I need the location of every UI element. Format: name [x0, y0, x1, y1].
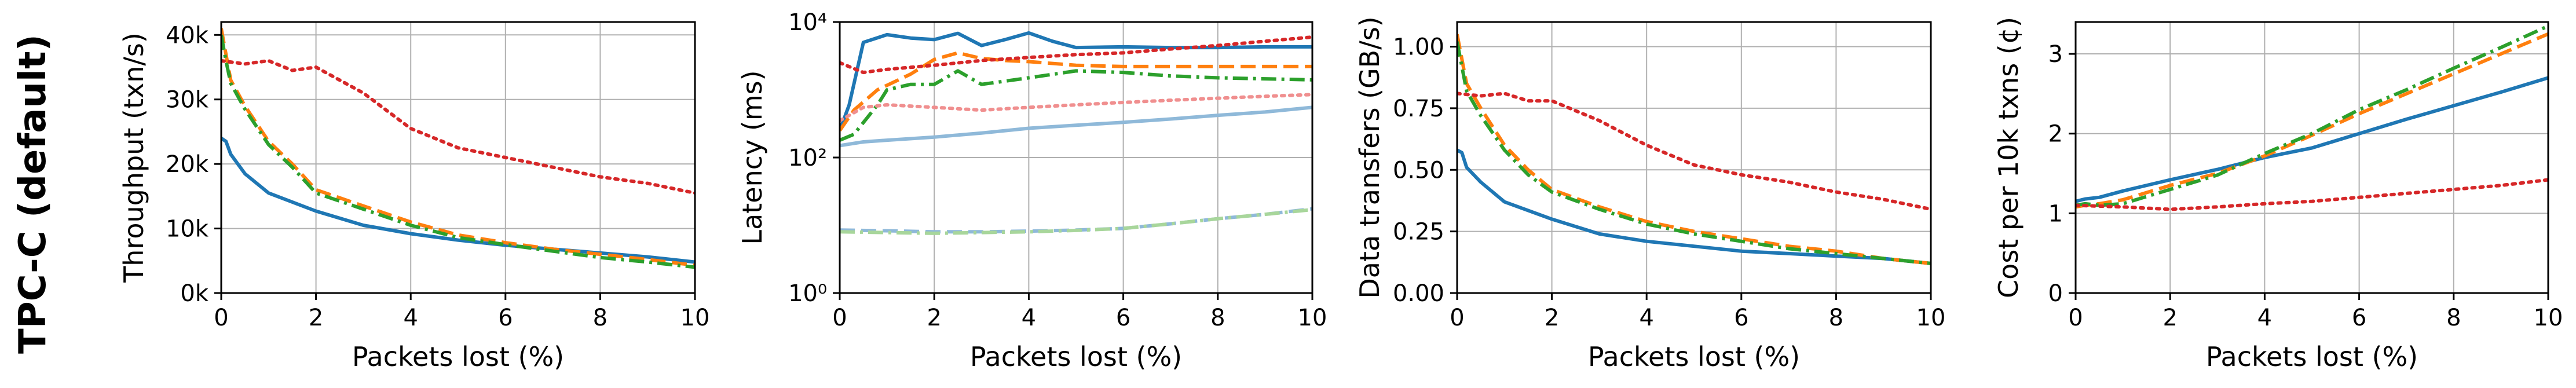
x-tick-label: 6 [2352, 305, 2366, 331]
x-tick-label: 2 [309, 305, 323, 331]
x-tick-label: 8 [593, 305, 608, 331]
y-tick-label: 10⁰ [788, 280, 827, 307]
x-tick-label: 0 [832, 305, 847, 331]
x-tick-label: 4 [1639, 305, 1653, 331]
series-line-1 [1457, 148, 1931, 265]
panel-4: 0 2 4 6 8 10 0 1 2 3 Packets lost (%) Cost per 10k … [1993, 17, 2563, 372]
series-line-4 [2076, 178, 2548, 211]
series-line-2 [1457, 34, 1931, 265]
y-tick-label: 2 [2048, 121, 2063, 148]
x-tick-label: 6 [1734, 305, 1748, 331]
series-line-2 [2076, 32, 2548, 209]
series-line-8 [840, 208, 1312, 235]
x-tick-label: 4 [1022, 305, 1036, 331]
x-axis-label: Packets lost (%) [970, 341, 1182, 372]
series-line-7 [840, 207, 1312, 234]
x-axis-label: Packets lost (%) [2206, 341, 2418, 372]
x-tick-label: 10 [1916, 305, 1946, 331]
x-tick-label: 8 [1210, 305, 1225, 331]
x-axis-label: Packets lost (%) [352, 341, 564, 372]
y-axis-label: Data transfers (GB/s) [1354, 16, 1385, 298]
series-line-4 [221, 58, 695, 195]
x-tick-label: 10 [1298, 305, 1327, 331]
y-tick-label: 0 [2048, 280, 2063, 307]
x-tick-label: 8 [2446, 305, 2461, 331]
series-line-5 [840, 93, 1312, 123]
y-axis-label: Throughput (txn/s) [118, 32, 149, 283]
series-line-3 [1457, 41, 1931, 265]
axes-frame [2074, 21, 2549, 294]
panel-3: 0 2 4 6 8 10 0.00 0.25 0.50 0.75 1.00 Packets lost … [1354, 16, 1945, 372]
x-tick-label: 10 [680, 305, 710, 331]
x-tick-label: 6 [1116, 305, 1130, 331]
series-line-1 [221, 137, 695, 264]
y-tick-label: 30k [166, 87, 209, 114]
axes-frame [1456, 21, 1932, 294]
axes-frame [220, 21, 696, 294]
x-tick-label: 2 [927, 305, 941, 331]
series-line-3 [2076, 24, 2548, 207]
row-label: TPC-C (default) [12, 34, 54, 354]
y-tick-label: 40k [166, 22, 209, 49]
y-tick-label: 0.50 [1393, 157, 1444, 184]
series-line-4 [840, 35, 1312, 75]
y-tick-label: 0k [180, 280, 208, 307]
x-tick-label: 6 [498, 305, 513, 331]
y-tick-label: 0.25 [1393, 219, 1444, 246]
x-tick-label: 10 [2534, 305, 2563, 331]
x-tick-label: 2 [2162, 305, 2177, 331]
x-axis-label: Packets lost (%) [1588, 341, 1800, 372]
series-line-2 [221, 28, 695, 268]
y-tick-label: 1.00 [1393, 34, 1444, 61]
x-tick-label: 0 [1450, 305, 1464, 331]
x-tick-label: 0 [214, 305, 228, 331]
series-line-3 [221, 34, 695, 269]
series-line-1 [2076, 76, 2548, 203]
y-tick-label: 10k [166, 216, 209, 243]
series-line-3 [840, 69, 1312, 142]
y-tick-label: 3 [2048, 41, 2063, 68]
y-tick-label: 10² [788, 145, 827, 171]
series-line-6 [840, 105, 1312, 148]
panel-2: 0 2 4 6 8 10 10⁰ 10² 10⁴ Packets lost (%) Latency … [737, 9, 1327, 372]
y-axis-label: Cost per 10k txns (¢) [1993, 17, 2024, 298]
y-tick-label: 20k [166, 151, 209, 178]
y-axis-label: Latency (ms) [737, 70, 768, 244]
x-tick-label: 0 [2068, 305, 2083, 331]
series-line-2 [840, 51, 1312, 132]
series-line-1 [840, 31, 1312, 131]
x-tick-label: 4 [2257, 305, 2272, 331]
y-tick-label: 0.75 [1393, 96, 1444, 122]
x-tick-label: 8 [1829, 305, 1843, 331]
y-tick-label: 1 [2048, 200, 2063, 227]
x-tick-label: 2 [1545, 305, 1559, 331]
panel-1: 0 2 4 6 8 10 0k 10k 20k 30k 40k Packets lost (%) Thr… [118, 21, 710, 372]
series-line-4 [1457, 91, 1931, 211]
y-tick-label: 10⁴ [788, 9, 827, 36]
y-tick-label: 0.00 [1393, 280, 1444, 307]
x-tick-label: 4 [403, 305, 418, 331]
